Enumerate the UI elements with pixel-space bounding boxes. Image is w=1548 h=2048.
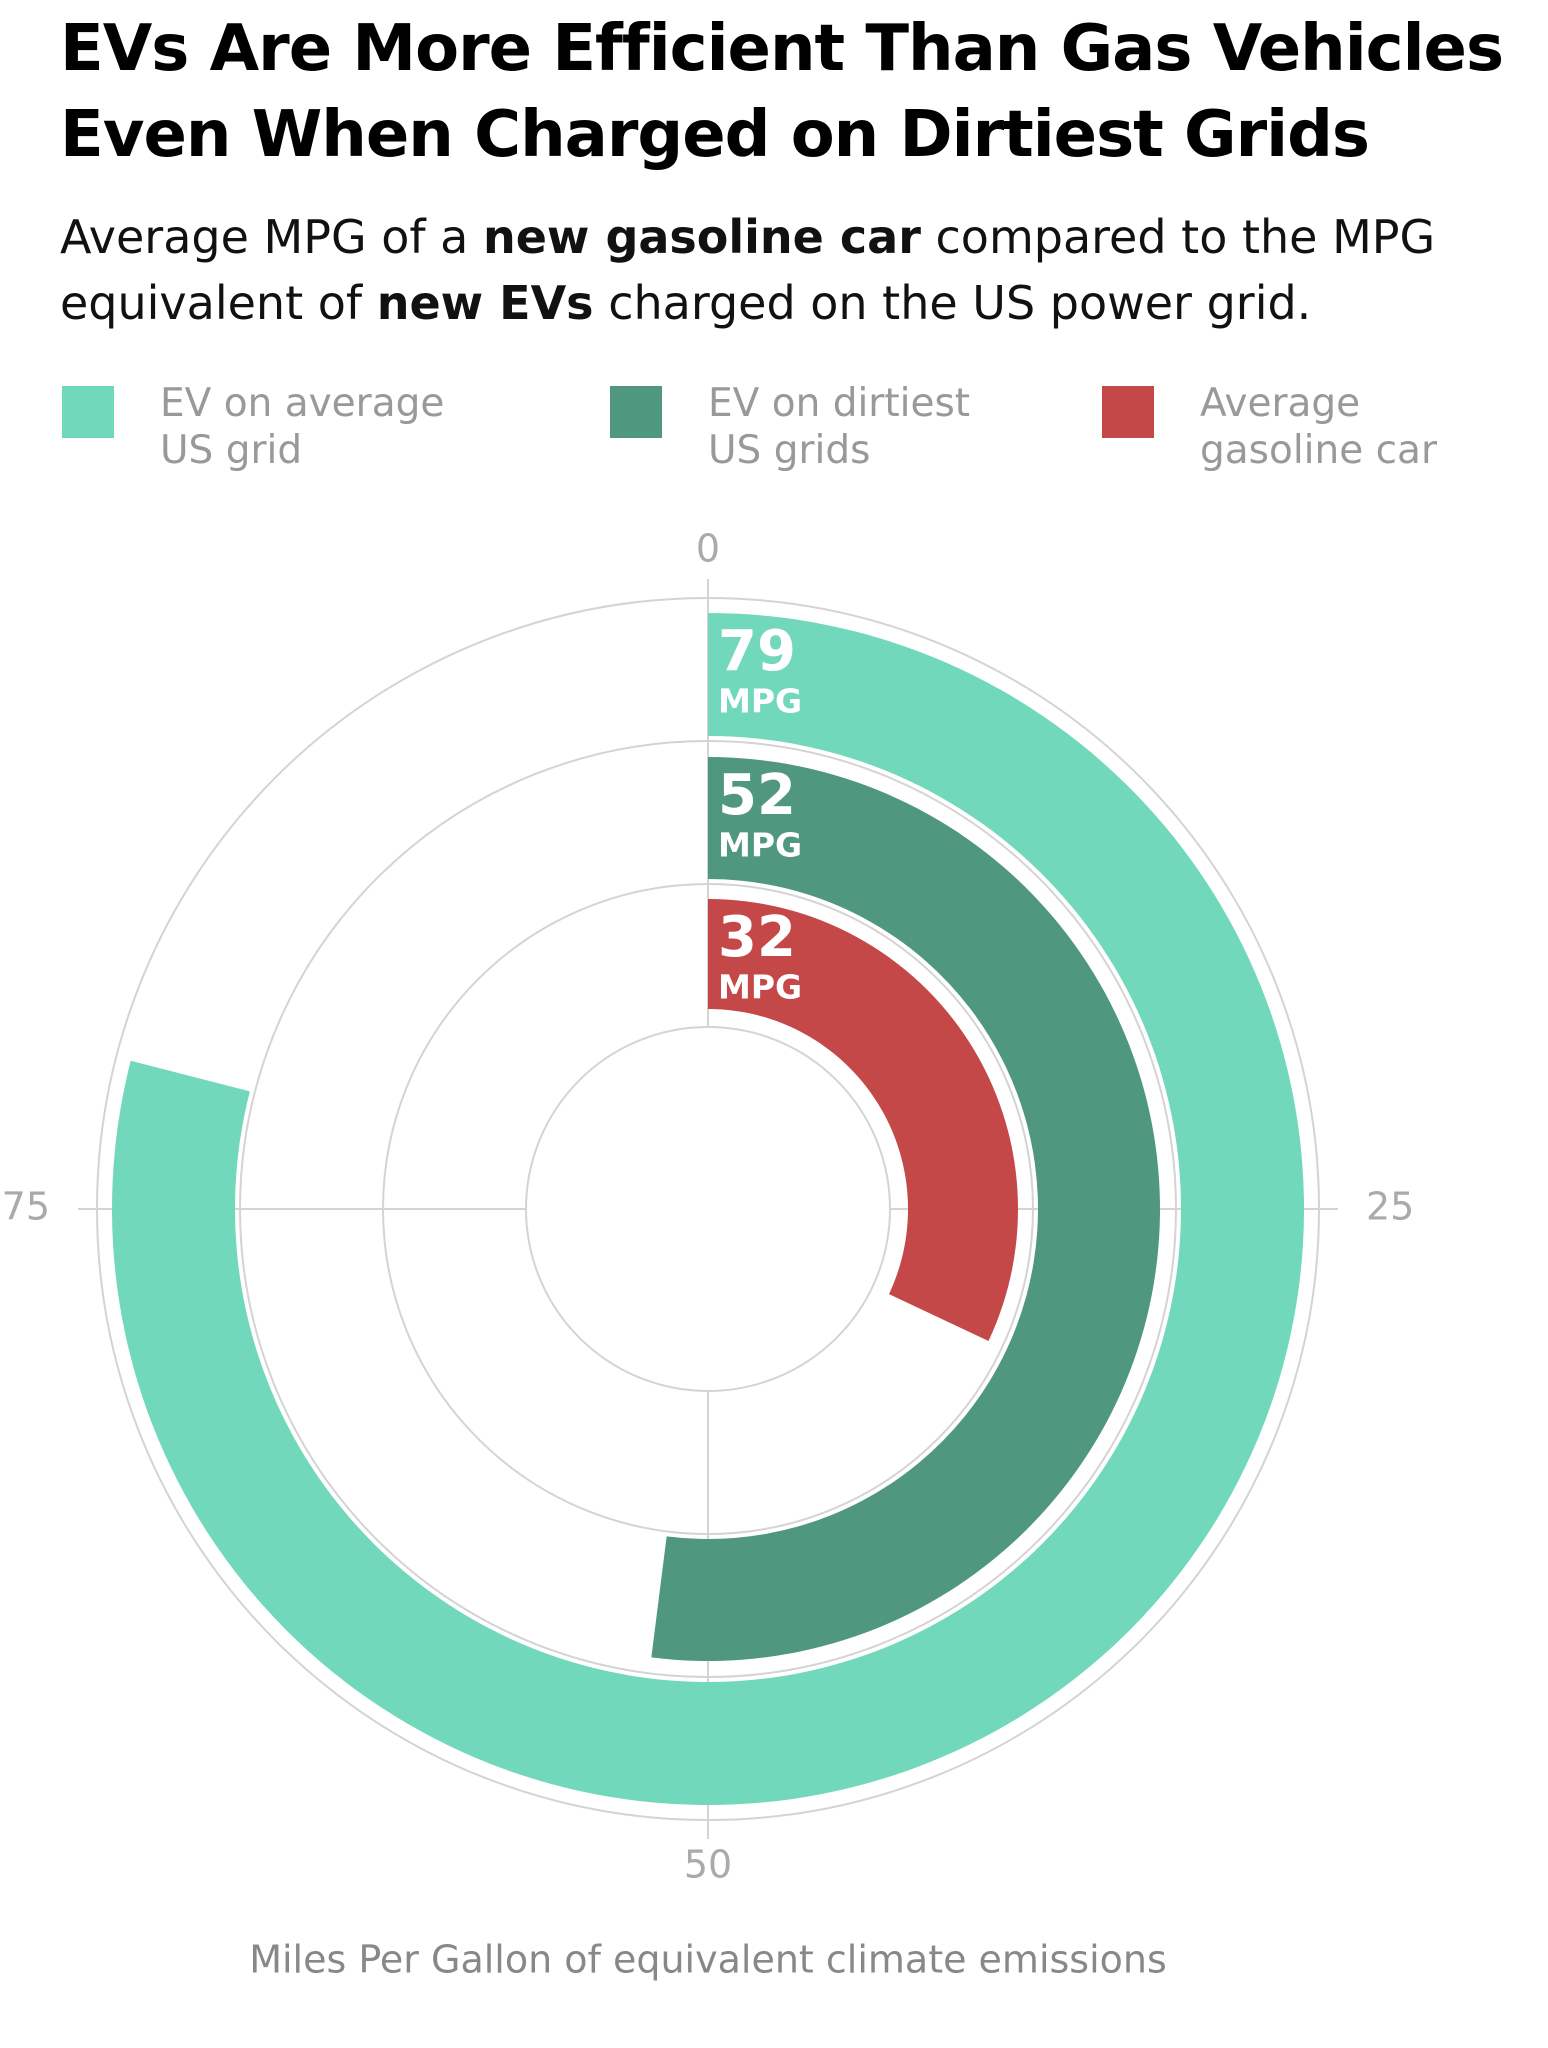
- angle-tick-label: 75: [2, 1185, 50, 1229]
- subtitle-part: compared to the MPG equivalent of: [60, 210, 1436, 330]
- value-label: 52: [718, 763, 796, 828]
- chart-title: EVs Are More Efficient Than Gas Vehicles…: [60, 12, 1504, 172]
- angle-tick-label: 50: [684, 1843, 732, 1887]
- legend-swatch: [62, 386, 114, 438]
- value-label: 79: [718, 619, 796, 684]
- legend-label: EV on average US grid: [160, 381, 445, 473]
- value-label: 32: [718, 905, 796, 970]
- radial-bar: [708, 899, 1019, 1341]
- subtitle-part: new EVs: [376, 276, 594, 330]
- grid-circle: [525, 1026, 891, 1392]
- unit-label: MPG: [718, 826, 802, 865]
- legend-swatch: [1102, 386, 1154, 438]
- x-axis-label: Miles Per Gallon of equivalent climate e…: [249, 1938, 1167, 1982]
- unit-label: MPG: [718, 682, 802, 721]
- legend-label: EV on dirtiest US grids: [708, 381, 971, 473]
- subtitle-part: charged on the US power grid.: [593, 276, 1312, 330]
- angle-tick-label: 25: [1366, 1185, 1414, 1229]
- angle-tick-label: 0: [696, 527, 720, 571]
- radial-bar: [651, 757, 1161, 1661]
- legend-swatch: [610, 386, 662, 438]
- subtitle-part: new gasoline car: [482, 210, 921, 264]
- subtitle-part: Average MPG of a: [60, 210, 483, 264]
- legend-item: Average gasoline car: [1102, 380, 1500, 474]
- legend-label: Average gasoline car: [1200, 381, 1437, 473]
- legend-item: EV on average US grid: [62, 380, 460, 474]
- legend: EV on average US grid EV on dirtiest US g…: [62, 380, 1542, 490]
- unit-label: MPG: [718, 968, 802, 1007]
- chart-subtitle: Average MPG of a new gasoline car compar…: [60, 204, 1520, 336]
- legend-item: EV on dirtiest US grids: [610, 380, 1008, 474]
